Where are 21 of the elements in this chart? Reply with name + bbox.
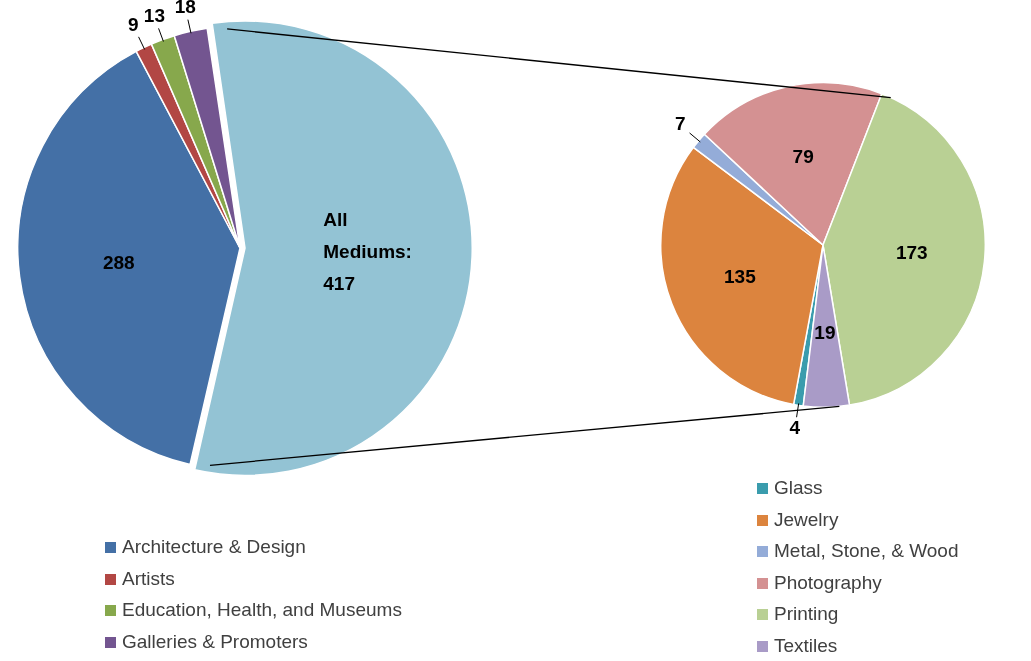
legend-label: Metal, Stone, & Wood (774, 540, 959, 561)
data-label: 4 (789, 417, 801, 439)
legend-label: Architecture & Design (122, 536, 306, 557)
legend-label: Galleries & Promoters (122, 630, 308, 652)
data-label: 19 (814, 322, 836, 344)
legend-label: Glass (774, 477, 823, 498)
legend-label: Printing (774, 603, 839, 624)
data-label: 135 (723, 265, 757, 287)
legend-label: Photography (774, 571, 882, 593)
data-label: All Mediums: 417 (323, 208, 412, 294)
data-label: 173 (895, 242, 928, 264)
legend-label: Textiles (774, 634, 838, 656)
legend-label: Artists (122, 567, 175, 589)
data-label: 9 (128, 14, 139, 36)
data-label: 18 (174, 0, 196, 18)
data-label: 7 (675, 113, 686, 135)
legend-label: Jewelry (774, 508, 839, 530)
data-label: 79 (792, 146, 814, 168)
data-label: 288 (102, 252, 135, 274)
legend-label: Education, Health, and Museums (122, 599, 402, 620)
data-label: 13 (143, 5, 165, 27)
